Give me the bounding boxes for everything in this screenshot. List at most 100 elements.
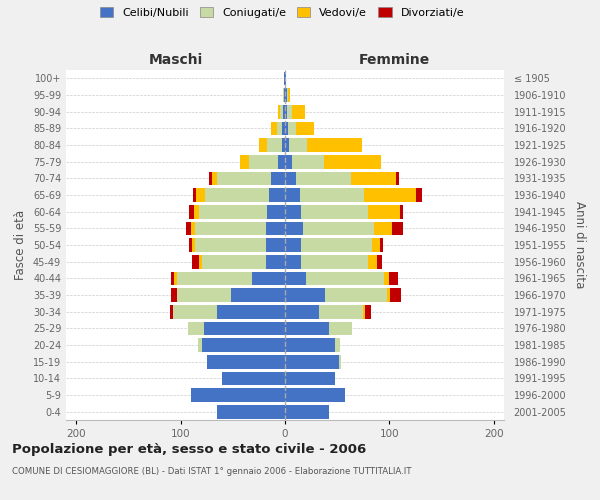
- Bar: [192, 255, 199, 268]
- Bar: [277, 122, 282, 135]
- Bar: [176, 272, 251, 285]
- Bar: [191, 222, 196, 235]
- Bar: [176, 288, 231, 302]
- Bar: [307, 138, 362, 152]
- Bar: [285, 355, 339, 368]
- Bar: [259, 138, 267, 152]
- Bar: [365, 305, 371, 318]
- Bar: [301, 255, 368, 268]
- Bar: [285, 255, 301, 268]
- Bar: [212, 172, 217, 185]
- Bar: [209, 172, 212, 185]
- Bar: [285, 205, 301, 218]
- Bar: [288, 88, 290, 102]
- Bar: [368, 255, 377, 268]
- Bar: [384, 272, 389, 285]
- Bar: [284, 72, 285, 85]
- Bar: [391, 288, 401, 302]
- Bar: [285, 338, 335, 352]
- Bar: [280, 105, 283, 118]
- Text: COMUNE DI CESIOMAGGIORE (BL) - Dati ISTAT 1° gennaio 2006 - Elaborazione TUTTITA: COMUNE DI CESIOMAGGIORE (BL) - Dati ISTA…: [12, 468, 412, 476]
- Bar: [192, 238, 196, 252]
- Y-axis label: Fasce di età: Fasce di età: [14, 210, 27, 280]
- Bar: [269, 188, 285, 202]
- Bar: [416, 188, 422, 202]
- Bar: [196, 188, 205, 202]
- Bar: [306, 272, 384, 285]
- Bar: [199, 255, 202, 268]
- Bar: [288, 122, 296, 135]
- Bar: [335, 338, 340, 352]
- Bar: [285, 272, 306, 285]
- Bar: [189, 205, 194, 218]
- Bar: [172, 272, 175, 285]
- Text: Femmine: Femmine: [359, 52, 430, 66]
- Bar: [189, 238, 192, 252]
- Bar: [374, 222, 392, 235]
- Bar: [217, 405, 285, 418]
- Bar: [285, 105, 287, 118]
- Bar: [285, 405, 329, 418]
- Bar: [299, 188, 364, 202]
- Bar: [285, 138, 289, 152]
- Bar: [301, 205, 368, 218]
- Bar: [285, 188, 299, 202]
- Bar: [271, 172, 285, 185]
- Bar: [301, 238, 371, 252]
- Bar: [285, 238, 301, 252]
- Bar: [289, 138, 307, 152]
- Bar: [363, 305, 365, 318]
- Bar: [377, 255, 382, 268]
- Bar: [285, 172, 296, 185]
- Text: Popolazione per età, sesso e stato civile - 2006: Popolazione per età, sesso e stato civil…: [12, 442, 366, 456]
- Bar: [217, 172, 271, 185]
- Bar: [172, 288, 176, 302]
- Bar: [292, 155, 323, 168]
- Bar: [266, 238, 285, 252]
- Bar: [380, 238, 383, 252]
- Bar: [364, 188, 416, 202]
- Bar: [387, 288, 391, 302]
- Bar: [292, 105, 305, 118]
- Bar: [199, 338, 202, 352]
- Bar: [285, 88, 287, 102]
- Bar: [351, 172, 395, 185]
- Bar: [231, 288, 285, 302]
- Bar: [207, 355, 285, 368]
- Bar: [395, 172, 398, 185]
- Bar: [285, 322, 329, 335]
- Bar: [283, 88, 284, 102]
- Bar: [266, 222, 285, 235]
- Bar: [296, 172, 351, 185]
- Bar: [285, 305, 319, 318]
- Bar: [285, 288, 325, 302]
- Bar: [285, 155, 292, 168]
- Bar: [248, 155, 278, 168]
- Bar: [186, 222, 191, 235]
- Bar: [170, 305, 173, 318]
- Bar: [319, 305, 363, 318]
- Bar: [267, 138, 282, 152]
- Bar: [282, 138, 285, 152]
- Bar: [193, 188, 196, 202]
- Y-axis label: Anni di nascita: Anni di nascita: [573, 202, 586, 288]
- Bar: [285, 222, 303, 235]
- Bar: [283, 105, 285, 118]
- Bar: [287, 88, 288, 102]
- Bar: [282, 122, 285, 135]
- Bar: [296, 122, 314, 135]
- Bar: [267, 205, 285, 218]
- Bar: [240, 155, 248, 168]
- Bar: [285, 372, 335, 385]
- Bar: [287, 105, 292, 118]
- Bar: [325, 288, 387, 302]
- Bar: [329, 322, 352, 335]
- Bar: [202, 255, 266, 268]
- Bar: [205, 188, 269, 202]
- Bar: [173, 305, 217, 318]
- Bar: [199, 205, 267, 218]
- Bar: [368, 205, 400, 218]
- Bar: [191, 388, 285, 402]
- Bar: [188, 322, 203, 335]
- Bar: [339, 355, 341, 368]
